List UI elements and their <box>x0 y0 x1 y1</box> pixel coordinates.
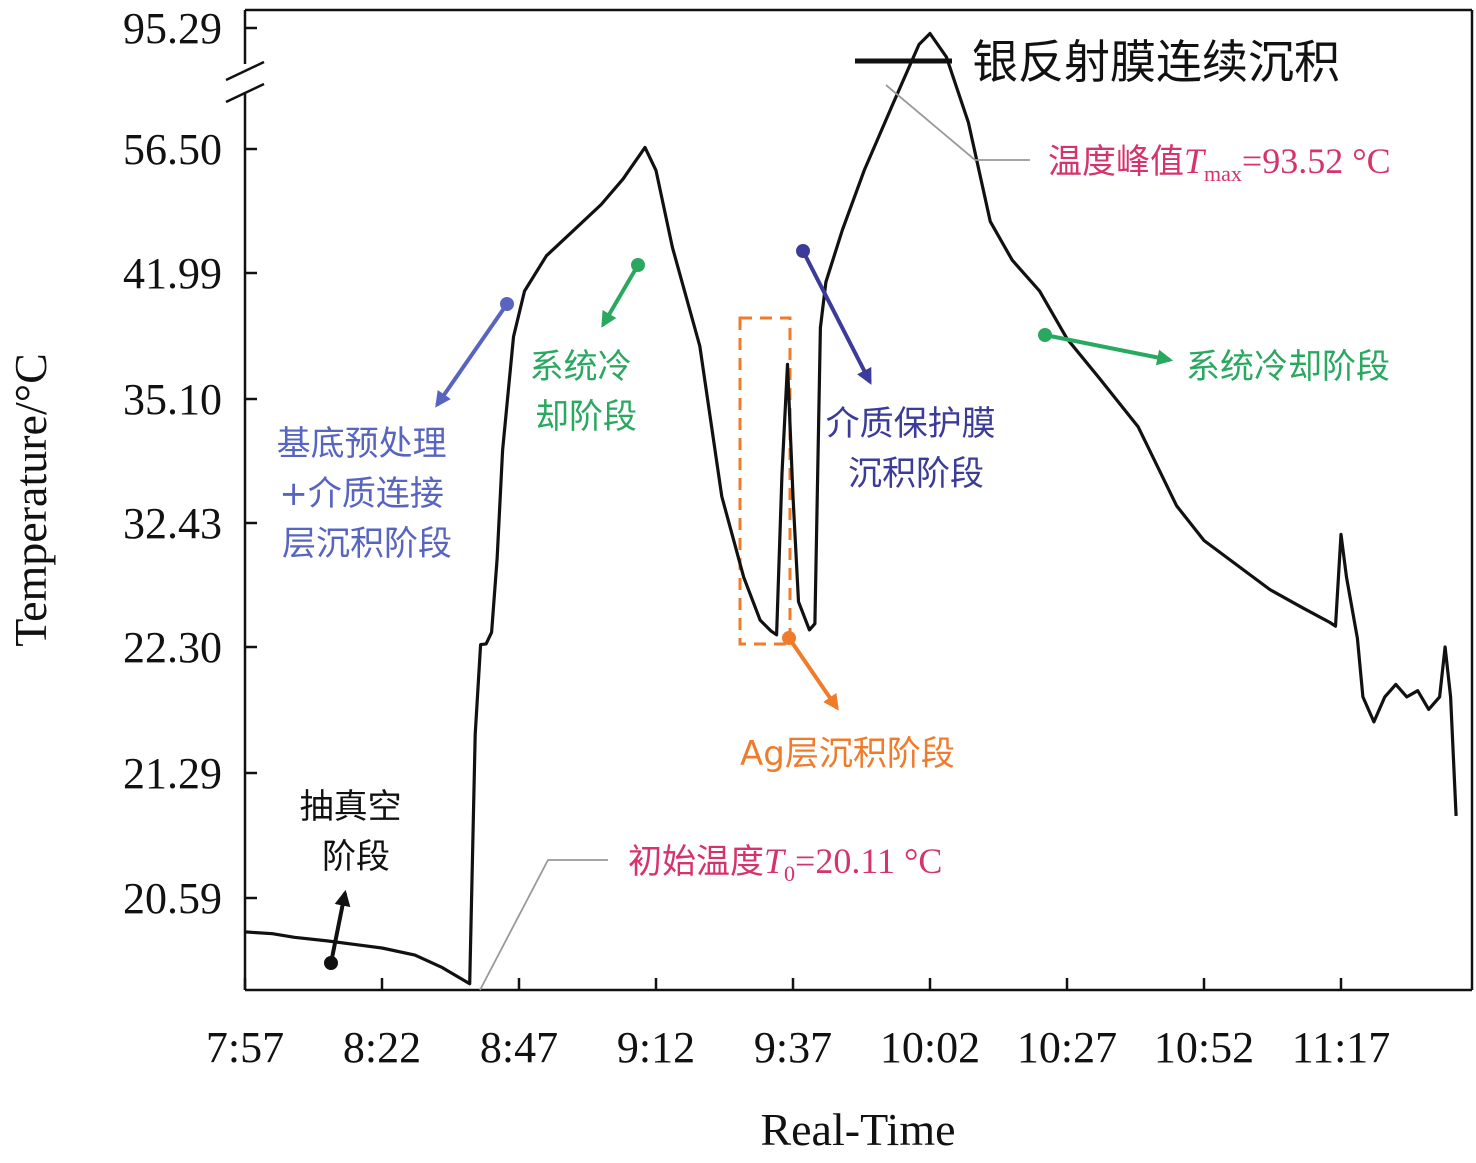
pretreat-arrow <box>435 297 514 408</box>
x-tick-label: 10:02 <box>880 1023 980 1072</box>
y-tick-label: 20.59 <box>123 874 222 923</box>
peak-annotation: 温度峰值Tmax=93.52 °C <box>1048 141 1391 186</box>
series-line-silver-film <box>244 31 1458 986</box>
initial-leader-line <box>479 859 608 991</box>
y-tick-label: 41.99 <box>123 249 222 298</box>
vacuum-arrow <box>324 889 351 970</box>
ag-label: Ag层沉积阶段 <box>740 734 955 774</box>
protect-arrow <box>796 244 872 385</box>
cool2-arrow <box>1038 328 1174 366</box>
x-tick-label: 8:22 <box>343 1023 421 1072</box>
ag-arrow <box>782 631 839 711</box>
x-tick-label: 11:17 <box>1292 1023 1391 1072</box>
y-tick-label: 32.43 <box>123 499 222 548</box>
y-axis-ticks: 20.59 21.29 22.30 32.43 35.10 41.99 56.50 95.29 <box>123 4 257 923</box>
x-axis-title: Real-Time <box>760 1104 955 1155</box>
x-tick-label: 10:27 <box>1017 1023 1117 1072</box>
legend-label: 银反射膜连续沉积 <box>972 35 1340 89</box>
y-tick-label: 22.30 <box>123 623 222 672</box>
vacuum-label: 抽真空 阶段 <box>300 787 413 877</box>
initial-annotation: 初始温度T0=20.11 °C <box>628 841 942 886</box>
cool1-arrow <box>601 258 645 328</box>
x-tick-label: 8:47 <box>480 1023 558 1072</box>
cool2-label: 系统冷却阶段 <box>1186 347 1390 387</box>
ag-stage-highlight-box <box>738 316 792 646</box>
protect-label: 介质保护膜 沉积阶段 <box>826 404 1007 494</box>
plot-frame <box>225 8 1474 992</box>
y-tick-label: 35.10 <box>123 375 222 424</box>
y-tick-label: 95.29 <box>123 4 222 53</box>
peak-leader-line <box>885 84 1030 161</box>
y-tick-label: 56.50 <box>123 125 222 174</box>
y-tick-label: 21.29 <box>123 749 222 798</box>
x-tick-label: 10:52 <box>1154 1023 1254 1072</box>
axis-break-marker <box>225 60 265 104</box>
cool1-label: 系统冷 却阶段 <box>530 347 643 437</box>
y-axis-title: Temperature/°C <box>5 353 56 647</box>
x-axis-ticks: 7:57 8:22 8:47 9:12 9:37 10:02 10:27 10:52 11:17 <box>206 978 1390 1072</box>
x-tick-label: 9:12 <box>617 1023 695 1072</box>
pretreat-label: 基底预处理 +介质连接 层沉积阶段 <box>277 424 458 564</box>
x-tick-label: 9:37 <box>754 1023 832 1072</box>
x-tick-label: 7:57 <box>206 1023 284 1072</box>
legend: 银反射膜连续沉积 <box>855 35 1340 89</box>
